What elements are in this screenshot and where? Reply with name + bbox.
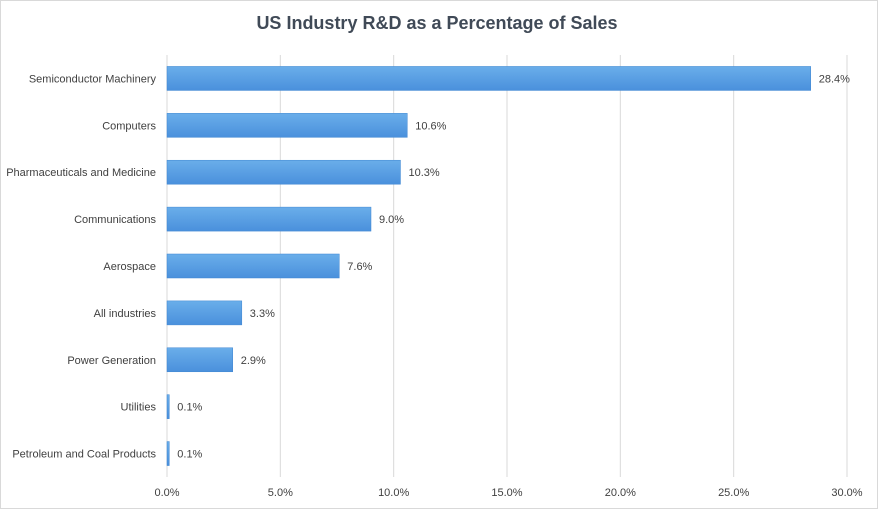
x-tick-label: 15.0% <box>491 487 522 499</box>
bars: Semiconductor Machinery 28.4% Computers 10.… <box>6 66 850 466</box>
category-label: Power Generation <box>67 355 156 367</box>
bar <box>166 300 243 326</box>
bar <box>166 253 340 279</box>
data-label: 3.3% <box>250 308 275 320</box>
bar <box>166 159 401 185</box>
category-label: Semiconductor Machinery <box>29 73 157 85</box>
data-label: 10.6% <box>415 120 446 132</box>
category-label: Pharmaceuticals and Medicine <box>6 167 156 179</box>
data-label: 9.0% <box>379 214 404 226</box>
data-label: 10.3% <box>408 167 439 179</box>
category-label: All industries <box>94 308 157 320</box>
gridlines: 0.0% 5.0% 10.0% 15.0% 20.0% 25.0% 30.0% <box>154 55 863 499</box>
category-label: Utilities <box>121 402 157 414</box>
bar <box>166 206 372 232</box>
bar <box>166 441 170 466</box>
category-label: Communications <box>74 214 156 226</box>
bar <box>166 113 408 138</box>
data-label: 0.1% <box>177 449 202 461</box>
chart-title: US Industry R&D as a Percentage of Sales <box>256 13 618 33</box>
x-tick-label: 0.0% <box>154 487 179 499</box>
x-tick-label: 5.0% <box>268 487 293 499</box>
category-label: Petroleum and Coal Products <box>12 449 156 461</box>
bar <box>166 66 811 91</box>
x-tick-label: 20.0% <box>605 487 636 499</box>
category-label: Aerospace <box>103 261 156 273</box>
data-label: 2.9% <box>241 355 266 367</box>
data-label: 0.1% <box>177 402 202 414</box>
bar <box>166 394 170 419</box>
data-label: 7.6% <box>347 261 372 273</box>
category-label: Computers <box>102 120 156 132</box>
x-tick-label: 30.0% <box>831 487 862 499</box>
x-tick-label: 25.0% <box>718 487 749 499</box>
data-label: 28.4% <box>819 73 850 85</box>
bar <box>166 347 233 373</box>
x-tick-label: 10.0% <box>378 487 409 499</box>
